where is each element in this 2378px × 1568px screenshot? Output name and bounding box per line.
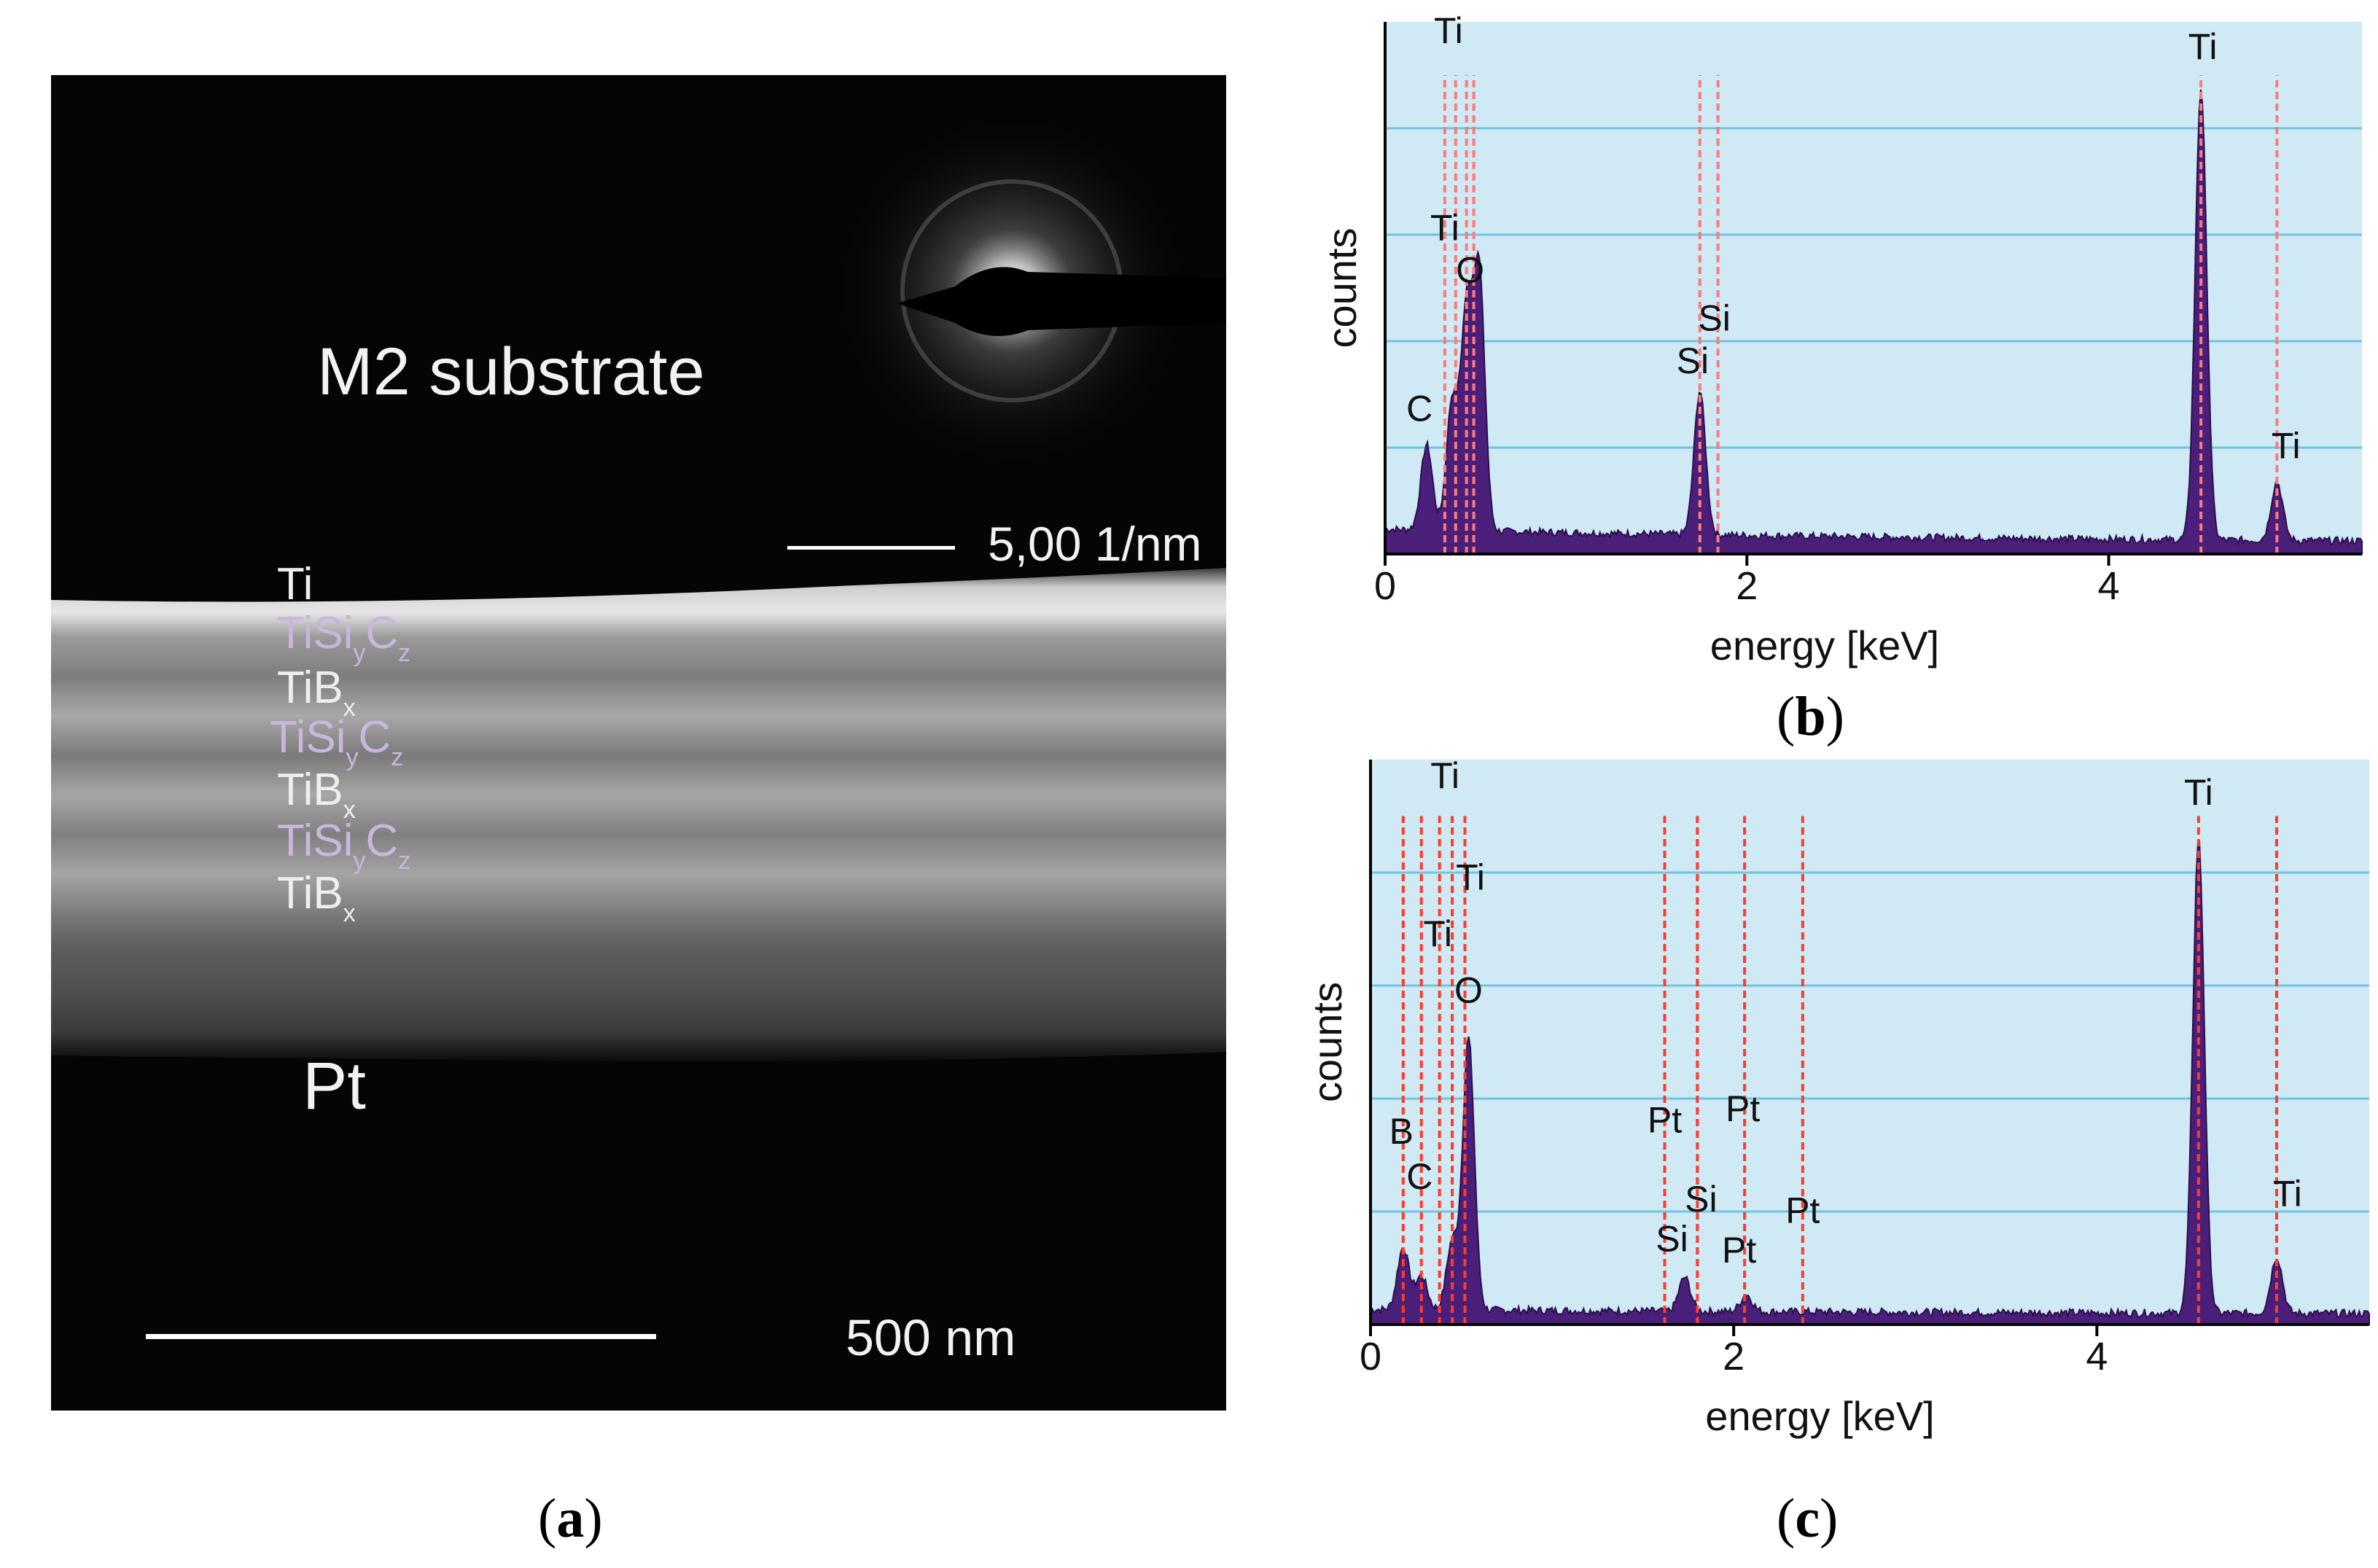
layer-label: TiBx xyxy=(277,663,356,721)
layer-label-base: TiSi xyxy=(270,712,346,762)
x-axis-label: energy [keV] xyxy=(1710,623,1939,668)
eds-spectrum-b: 0 2 4 Ti Ti O C Si Si Ti Ti energy [keV] counts xyxy=(1305,7,2369,693)
peak-label: Si xyxy=(1656,1218,1688,1259)
layer-label: TiSiyCz xyxy=(277,816,410,874)
layer-label-subscript: x xyxy=(343,900,356,927)
peak-label: C xyxy=(1406,389,1432,429)
peak-label: Ti xyxy=(2273,1173,2302,1214)
x-tick-label: 0 xyxy=(1374,564,1396,608)
layer-label-base: TiSi xyxy=(277,816,354,866)
x-axis-label: energy [keV] xyxy=(1705,1393,1934,1439)
layer-label-subscript: y xyxy=(353,847,366,875)
peak-label: Ti xyxy=(2272,426,2301,467)
peak-label: Pt xyxy=(1722,1230,1756,1271)
x-tick-label: 4 xyxy=(2086,1335,2108,1378)
peak-label: Ti xyxy=(1434,10,1463,51)
length-scale-bar xyxy=(146,1334,656,1339)
layer-label-subscript: z xyxy=(398,639,411,667)
x-tick-label: 2 xyxy=(1723,1335,1744,1378)
eds-spectrum-c: 0 2 4 Ti Ti Ti O B C Pt Pt Si Pt Si Pt Ti Ti energy [keV]… xyxy=(1283,751,2377,1480)
peak-label: O xyxy=(1454,970,1483,1010)
layer-label: TiBx xyxy=(277,765,356,823)
peak-label: Pt xyxy=(1726,1088,1760,1129)
peak-label: Ti xyxy=(1430,207,1459,248)
peak-label: Si xyxy=(1677,340,1709,381)
peak-label: Ti xyxy=(2184,772,2213,813)
layer-label-subscript: x xyxy=(343,796,356,824)
layer-label-part: C xyxy=(365,816,399,866)
y-axis-label: counts xyxy=(1319,228,1365,348)
peak-label: Pt xyxy=(1785,1190,1820,1231)
peak-label: Pt xyxy=(1648,1100,1682,1141)
diffraction-scale-bar xyxy=(787,546,955,550)
layer-label-base: TiB xyxy=(277,868,343,918)
peak-label: O xyxy=(1456,250,1484,291)
layer-label: TiSiyCz xyxy=(277,608,410,666)
peak-label: Ti xyxy=(1456,857,1485,897)
peak-label: Ti xyxy=(1423,913,1452,954)
layer-label-subscript: y xyxy=(346,744,359,771)
layer-label: Ti xyxy=(277,562,313,607)
peak-label: Ti xyxy=(1430,755,1459,796)
peak-label: Si xyxy=(1698,297,1730,338)
layer-label-base: TiSi xyxy=(277,608,354,658)
x-tick-label: 0 xyxy=(1360,1335,1381,1378)
x-tick-label: 4 xyxy=(2098,564,2120,608)
plot-area xyxy=(1371,760,2369,1325)
scale-bar-label: 500 nm xyxy=(846,1309,1016,1366)
coating-layers xyxy=(51,568,1226,1062)
panel-a-label: (a) xyxy=(538,1488,603,1549)
peak-label: C xyxy=(1406,1156,1432,1197)
layer-label-subscript: z xyxy=(398,847,411,875)
layer-label-part: C xyxy=(358,712,391,762)
pt-layer-label: Pt xyxy=(303,1049,366,1123)
spectrum-fill xyxy=(1370,840,2370,1325)
layer-label-subscript: x xyxy=(343,694,356,722)
x-tick-label: 2 xyxy=(1736,564,1758,608)
diffraction-scale-label: 5,00 1/nm xyxy=(988,517,1202,571)
tem-image: M2 substrate 5,00 1/nm Pt 500 nm Ti TiSiy… xyxy=(51,75,1226,1411)
layer-label-base: TiB xyxy=(277,765,343,815)
layer-label: TiBx xyxy=(277,868,356,927)
plot-area xyxy=(1385,22,2362,554)
panel-b-label: (b) xyxy=(1777,686,1844,747)
tem-graphics xyxy=(51,112,1226,1339)
peak-label: Si xyxy=(1685,1179,1717,1220)
layer-label-part: C xyxy=(365,608,399,658)
substrate-label: M2 substrate xyxy=(317,335,705,409)
layer-label: TiSiyCz xyxy=(270,712,403,771)
layer-label-subscript: y xyxy=(353,639,366,667)
peak-label: Ti xyxy=(2188,26,2218,67)
layer-label-subscript: z xyxy=(391,744,404,771)
peak-label: B xyxy=(1389,1111,1414,1152)
beam-stopper xyxy=(897,267,1226,336)
layer-label-base: TiB xyxy=(277,663,343,713)
y-axis-label: counts xyxy=(1304,982,1350,1102)
layer-label-base: Ti xyxy=(277,559,313,609)
panel-c-label: (c) xyxy=(1777,1488,1839,1549)
